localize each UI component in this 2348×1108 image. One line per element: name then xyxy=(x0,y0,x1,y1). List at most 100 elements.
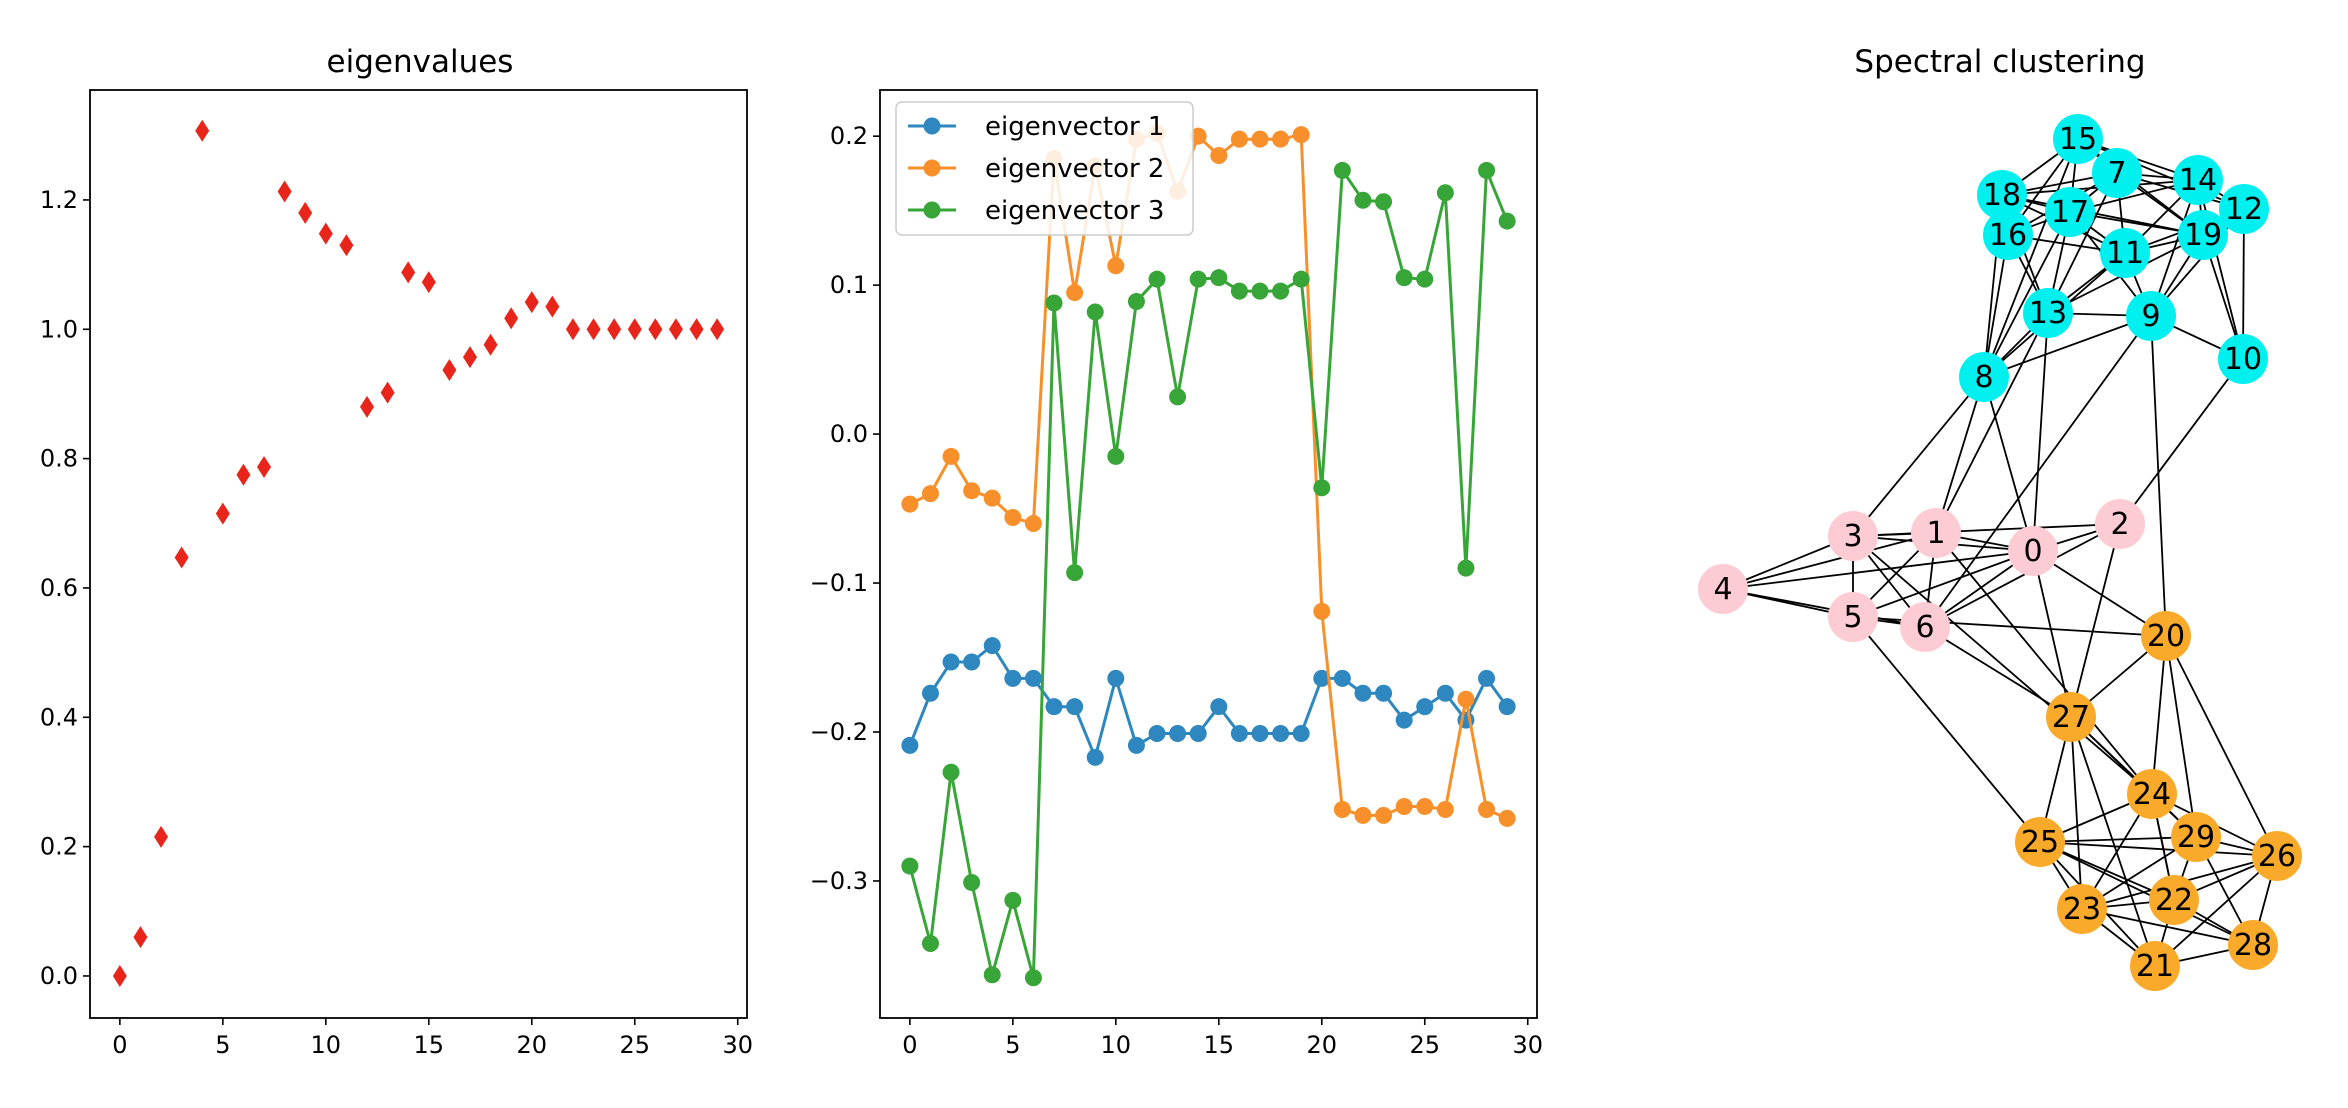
series-point xyxy=(1313,669,1331,687)
network-edge xyxy=(1935,312,2049,534)
network-node-circle xyxy=(2008,526,2058,576)
network-node-label: 4 xyxy=(1713,572,1732,607)
series-line xyxy=(909,131,1508,820)
network-node-label: 25 xyxy=(2021,825,2059,860)
series-point xyxy=(1107,257,1125,275)
network-node-label: 3 xyxy=(1843,519,1862,554)
eigenvectors-legend: eigenvector 1 eigenvector 2 eigenvector 3 xyxy=(895,101,1194,236)
network-node-label: 23 xyxy=(2063,892,2101,927)
network-node-circle xyxy=(1983,210,2033,260)
series-point xyxy=(1107,447,1125,465)
series-point xyxy=(1436,800,1454,818)
series-point xyxy=(1436,684,1454,702)
series-point xyxy=(942,653,960,671)
series-point xyxy=(942,763,960,781)
network-node: 28 xyxy=(2228,920,2278,970)
network-node: 17 xyxy=(2045,187,2095,237)
x-tick-label: 20 xyxy=(1307,1031,1338,1059)
series-point xyxy=(1395,711,1413,729)
network-node-label: 9 xyxy=(2141,299,2160,334)
x-tick-label: 30 xyxy=(722,1031,753,1059)
eigenvalues-panel: eigenvalues 0 5 10 15 20 25 30 0.0 0.2 0.4 0.6 0.8 1… xyxy=(40,44,753,1059)
network-edge xyxy=(2151,635,2167,795)
eigenvalue-point xyxy=(710,318,725,341)
series-point xyxy=(1210,269,1228,287)
network-node-label: 12 xyxy=(2225,192,2263,227)
network-node-circle xyxy=(2126,291,2176,341)
series-point xyxy=(1416,797,1434,815)
series-point xyxy=(1230,724,1248,742)
eigenvalue-point xyxy=(504,307,519,330)
series-point xyxy=(1045,698,1063,716)
y-tick-label: −0.1 xyxy=(810,569,868,597)
network-node: 20 xyxy=(2141,611,2191,661)
network-node-label: 16 xyxy=(1989,218,2027,253)
network-node-label: 6 xyxy=(1915,610,1934,645)
network-node-circle xyxy=(2171,812,2221,862)
network-node-circle xyxy=(1828,511,1878,561)
network-node-circle xyxy=(1828,592,1878,642)
series-point xyxy=(1210,147,1228,165)
network-node-label: 10 xyxy=(2224,342,2262,377)
network-node-label: 13 xyxy=(2029,296,2067,331)
eigenvalue-point xyxy=(154,825,169,848)
series-point xyxy=(1189,127,1207,145)
eigenvalue-point xyxy=(565,318,580,341)
network-edge xyxy=(2070,523,2121,718)
series-point xyxy=(921,485,939,503)
eigenvalues-title: eigenvalues xyxy=(327,44,514,80)
network-edge xyxy=(1983,138,2079,378)
network-node: 23 xyxy=(2057,884,2107,934)
network-edge xyxy=(1852,376,1985,537)
series-eigenvector-1 xyxy=(901,637,1516,766)
x-tick-label: 15 xyxy=(414,1031,445,1059)
x-tick-label: 5 xyxy=(1005,1031,1020,1059)
network-node-circle xyxy=(2095,499,2145,549)
series-point xyxy=(1292,270,1310,288)
series-point xyxy=(1107,669,1125,687)
series-point xyxy=(983,966,1001,984)
series-point xyxy=(1375,684,1393,702)
network-node-label: 18 xyxy=(1983,178,2021,213)
network-edge xyxy=(1983,376,2034,552)
eigenvalue-point xyxy=(421,271,436,294)
series-point xyxy=(1272,130,1290,148)
eigenvalue-point xyxy=(380,381,395,404)
eigenvalues-axes-frame xyxy=(89,89,748,1019)
series-point xyxy=(921,684,939,702)
series-point xyxy=(1354,684,1372,702)
x-tick-label: 30 xyxy=(1512,1031,1543,1059)
x-tick-label: 10 xyxy=(1101,1031,1132,1059)
eigenvalue-point xyxy=(648,318,663,341)
network-node-label: 5 xyxy=(1843,600,1862,635)
series-point xyxy=(1416,270,1434,288)
series-point xyxy=(1457,559,1475,577)
y-tick-label: −0.3 xyxy=(810,867,868,895)
series-point xyxy=(1148,270,1166,288)
network-edge xyxy=(1722,532,1937,590)
network-edge xyxy=(2039,841,2254,946)
eigenvectors-axes-frame xyxy=(879,89,1538,1019)
eigenvalue-point xyxy=(339,234,354,257)
network-edge xyxy=(2032,312,2049,552)
network-node-circle xyxy=(2045,187,2095,237)
series-point xyxy=(1127,736,1145,754)
y-tick-label: 1.2 xyxy=(40,186,78,214)
network-node-circle xyxy=(2023,288,2073,338)
legend-swatch-marker xyxy=(923,201,941,219)
series-point xyxy=(1066,284,1084,302)
network-node: 4 xyxy=(1698,564,1748,614)
series-point xyxy=(1272,724,1290,742)
network-edge xyxy=(2197,179,2244,360)
network-edge xyxy=(1852,616,2041,843)
network-node-circle xyxy=(2219,184,2269,234)
network-edge xyxy=(1935,376,1985,534)
network-edge xyxy=(1924,315,2152,628)
network-node-circle xyxy=(1900,602,1950,652)
network-edge xyxy=(1852,550,2034,618)
series-point xyxy=(1086,303,1104,321)
network-node-circle xyxy=(2053,114,2103,164)
y-tick-label: −0.2 xyxy=(810,718,868,746)
